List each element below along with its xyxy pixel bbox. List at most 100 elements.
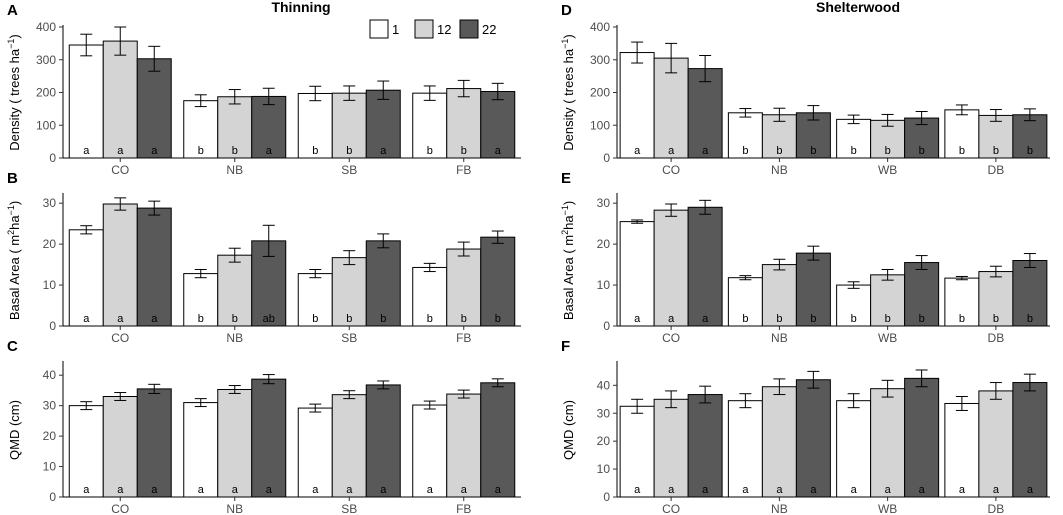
- legend-swatch-1: [369, 19, 389, 39]
- y-tick-label-A: 200: [36, 86, 56, 100]
- y-tick-label-D: 300: [590, 53, 610, 67]
- x-tick-label-C-NB: NB: [226, 502, 243, 515]
- bar-C-FB-12: [446, 393, 482, 498]
- sig-letter-D-WB-1: b: [851, 145, 857, 157]
- sig-letter-C-NB-22: a: [266, 484, 273, 496]
- y-tick-label-B: 0: [49, 319, 56, 333]
- y-tick-label-F: 30: [597, 406, 611, 420]
- x-tick-label-E-DB: DB: [988, 331, 1005, 345]
- y-tick-label-B: 20: [43, 237, 57, 251]
- sig-letter-A-NB-1: b: [198, 145, 204, 157]
- bar-F-WB-1: [836, 400, 872, 498]
- x-tick-label-D-NB: NB: [771, 163, 788, 177]
- y-tick-label-D: 200: [590, 86, 610, 100]
- sig-letter-B-FB-12: b: [461, 313, 467, 325]
- x-tick-label-B-FB: FB: [456, 331, 471, 345]
- bar-D-DB-1: [944, 109, 980, 159]
- bar-A-FB-1: [412, 92, 448, 159]
- bar-A-CO-22: [136, 58, 172, 159]
- bar-B-FB-12: [446, 248, 482, 327]
- sig-letter-D-WB-12: b: [885, 145, 891, 157]
- sig-letter-D-NB-12: b: [776, 145, 782, 157]
- bar-E-CO-12: [653, 209, 689, 327]
- y-tick-label-C: 30: [43, 399, 57, 413]
- bar-D-CO-1: [619, 52, 655, 159]
- x-tick-label-C-SB: SB: [341, 502, 357, 515]
- sig-letter-C-FB-22: a: [495, 484, 502, 496]
- sig-letter-E-CO-1: a: [634, 313, 641, 325]
- y-tick-label-A: 0: [49, 151, 56, 165]
- x-tick-label-E-NB: NB: [771, 331, 788, 345]
- bar-E-WB-22: [904, 262, 940, 327]
- sig-letter-C-FB-1: a: [427, 484, 434, 496]
- bar-C-SB-22: [365, 384, 401, 498]
- bar-C-NB-12: [217, 388, 253, 498]
- sig-letter-E-NB-1: b: [742, 313, 748, 325]
- sig-letter-F-CO-1: a: [634, 484, 641, 496]
- sig-letter-D-DB-1: b: [959, 145, 965, 157]
- bar-D-NB-1: [727, 112, 763, 159]
- y-tick-label-C: 20: [43, 429, 57, 443]
- sig-letter-E-WB-22: b: [919, 313, 925, 325]
- bar-B-CO-22: [136, 207, 172, 327]
- panel-B: B Basal Area ( m2ha−1) 0 10 20 30 CO a a a NB b b ab S…: [6, 170, 521, 345]
- legend-swatch-22: [459, 19, 479, 39]
- x-tick-label-A-FB: FB: [456, 163, 471, 177]
- sig-letter-E-CO-12: a: [668, 313, 675, 325]
- bar-A-NB-1: [183, 100, 219, 159]
- bar-F-DB-1: [944, 402, 980, 498]
- y-tick-label-C: 10: [43, 460, 57, 474]
- bar-E-CO-1: [619, 221, 655, 327]
- y-axis-title-B: Basal Area ( m2ha−1): [6, 201, 22, 320]
- bar-E-DB-12: [978, 271, 1014, 327]
- panel-letter-F: F: [561, 338, 570, 355]
- y-axis-title-E: Basal Area ( m2ha−1): [560, 201, 576, 320]
- y-axis-title-C: QMD (cm): [7, 400, 22, 460]
- sig-letter-B-SB-22: b: [380, 313, 386, 325]
- sig-letter-D-NB-1: b: [742, 145, 748, 157]
- sig-letter-D-DB-12: b: [993, 145, 999, 157]
- panel-letter-D: D: [561, 2, 572, 19]
- x-tick-label-B-SB: SB: [341, 331, 357, 345]
- x-tick-label-F-WB: WB: [878, 502, 897, 515]
- sig-letter-C-CO-12: a: [117, 484, 124, 496]
- panel-letter-A: A: [7, 2, 18, 19]
- legend-label-22: 22: [482, 22, 496, 37]
- sig-letter-E-DB-1: b: [959, 313, 965, 325]
- bar-C-FB-1: [412, 404, 448, 498]
- sig-letter-C-CO-1: a: [83, 484, 90, 496]
- sig-letter-E-NB-12: b: [776, 313, 782, 325]
- bar-C-CO-1: [68, 405, 104, 498]
- sig-letter-E-CO-22: a: [702, 313, 709, 325]
- x-tick-label-F-NB: NB: [771, 502, 788, 515]
- y-tick-label-D: 0: [603, 151, 610, 165]
- bar-F-NB-22: [795, 379, 831, 498]
- legend-label-12: 12: [437, 22, 451, 37]
- sig-letter-A-CO-22: a: [151, 145, 158, 157]
- bar-B-SB-12: [331, 257, 367, 327]
- sig-letter-F-WB-22: a: [919, 484, 926, 496]
- sig-letter-E-DB-12: b: [993, 313, 999, 325]
- sig-letter-B-NB-1: b: [198, 313, 204, 325]
- bar-D-WB-1: [836, 118, 872, 159]
- y-axis-title-D: Density ( trees ha−1): [560, 34, 576, 150]
- bar-F-CO-22: [687, 394, 723, 498]
- sig-letter-B-CO-22: a: [151, 313, 158, 325]
- sig-letter-A-FB-1: b: [427, 145, 433, 157]
- sig-letter-C-SB-22: a: [380, 484, 387, 496]
- sig-letter-B-SB-12: b: [346, 313, 352, 325]
- y-tick-label-D: 400: [590, 20, 610, 34]
- title-shelterwood: Shelterwood: [816, 0, 900, 15]
- sig-letter-A-FB-12: b: [461, 145, 467, 157]
- sig-letter-D-CO-22: a: [702, 145, 709, 157]
- panel-letter-B: B: [7, 170, 18, 187]
- bar-A-SB-12: [331, 92, 367, 159]
- bar-B-NB-1: [183, 273, 219, 327]
- bar-A-SB-22: [365, 89, 401, 159]
- y-tick-label-E: 30: [597, 196, 611, 210]
- y-axis-title-F: QMD (cm): [561, 400, 576, 460]
- bar-F-WB-12: [870, 388, 906, 498]
- sig-letter-A-SB-22: a: [380, 145, 387, 157]
- sig-letter-B-FB-1: b: [427, 313, 433, 325]
